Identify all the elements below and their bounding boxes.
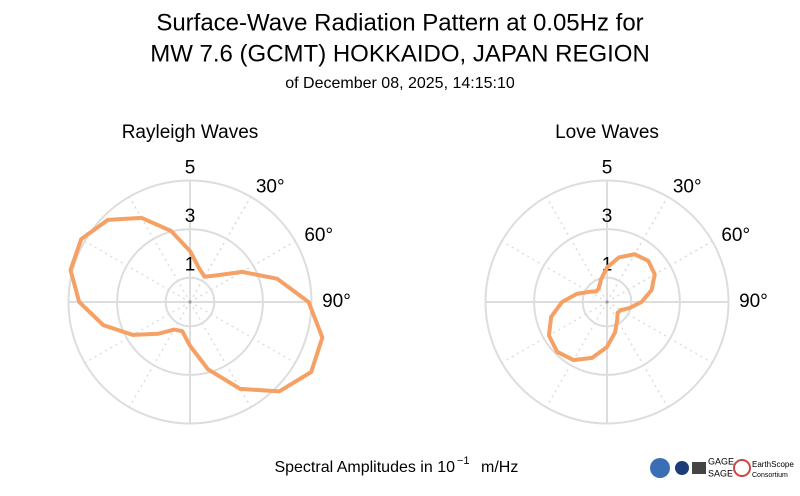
axis-label-exponent: −1 <box>457 455 470 467</box>
logo <box>650 458 670 478</box>
spoke <box>189 301 252 408</box>
logos: GAGE SAGE EarthScope Consortium <box>650 456 794 479</box>
angle-tick-label: 30° <box>673 176 702 197</box>
spoke <box>84 240 191 303</box>
logo-text: Consortium <box>752 472 788 479</box>
spoke <box>501 301 608 364</box>
chart-title: Surface-Wave Radiation Pattern at 0.05Hz… <box>156 9 643 36</box>
spoke <box>606 301 669 408</box>
angle-tick-label: 60° <box>304 225 333 246</box>
panel-title: Rayleigh Waves <box>122 122 259 143</box>
spoke <box>84 301 191 364</box>
logo-text: EarthScope <box>752 460 794 469</box>
radial-tick-label: 3 <box>602 206 613 227</box>
radial-tick-label: 5 <box>185 158 196 179</box>
angle-grid-line <box>189 196 252 303</box>
logo <box>733 459 751 477</box>
radial-tick-label: 1 <box>185 255 196 276</box>
radial-tick-label: 3 <box>185 206 196 227</box>
center-dot <box>188 300 192 304</box>
logo <box>675 461 689 475</box>
axis-label-unit: m/Hz <box>481 459 518 476</box>
chart-title: MW 7.6 (GCMT) HOKKAIDO, JAPAN REGION <box>150 40 650 67</box>
spoke <box>606 301 713 364</box>
angle-grid-line <box>606 196 669 303</box>
axis-label: Spectral Amplitudes in 10 <box>274 459 455 476</box>
subtitle: of December 08, 2025, 14:15:10 <box>285 75 515 92</box>
spoke <box>189 301 296 364</box>
angle-grid-line <box>606 240 713 303</box>
radial-tick-label: 5 <box>602 158 613 179</box>
center-dot <box>605 300 609 304</box>
spoke <box>128 196 191 303</box>
spoke <box>501 240 608 303</box>
radiation-pattern <box>68 215 325 394</box>
angle-tick-label: 90° <box>739 291 768 312</box>
angle-tick-label: 60° <box>721 225 750 246</box>
logo-text: SAGE <box>708 468 733 478</box>
logo-text: GAGE <box>708 456 734 466</box>
angle-tick-label: 90° <box>322 291 351 312</box>
panel-title: Love Waves <box>555 122 659 143</box>
angle-tick-label: 30° <box>256 176 285 197</box>
spoke <box>545 196 608 303</box>
spoke <box>128 301 191 408</box>
spoke <box>545 301 608 408</box>
radiation-pattern <box>546 252 657 363</box>
logo <box>692 462 706 474</box>
